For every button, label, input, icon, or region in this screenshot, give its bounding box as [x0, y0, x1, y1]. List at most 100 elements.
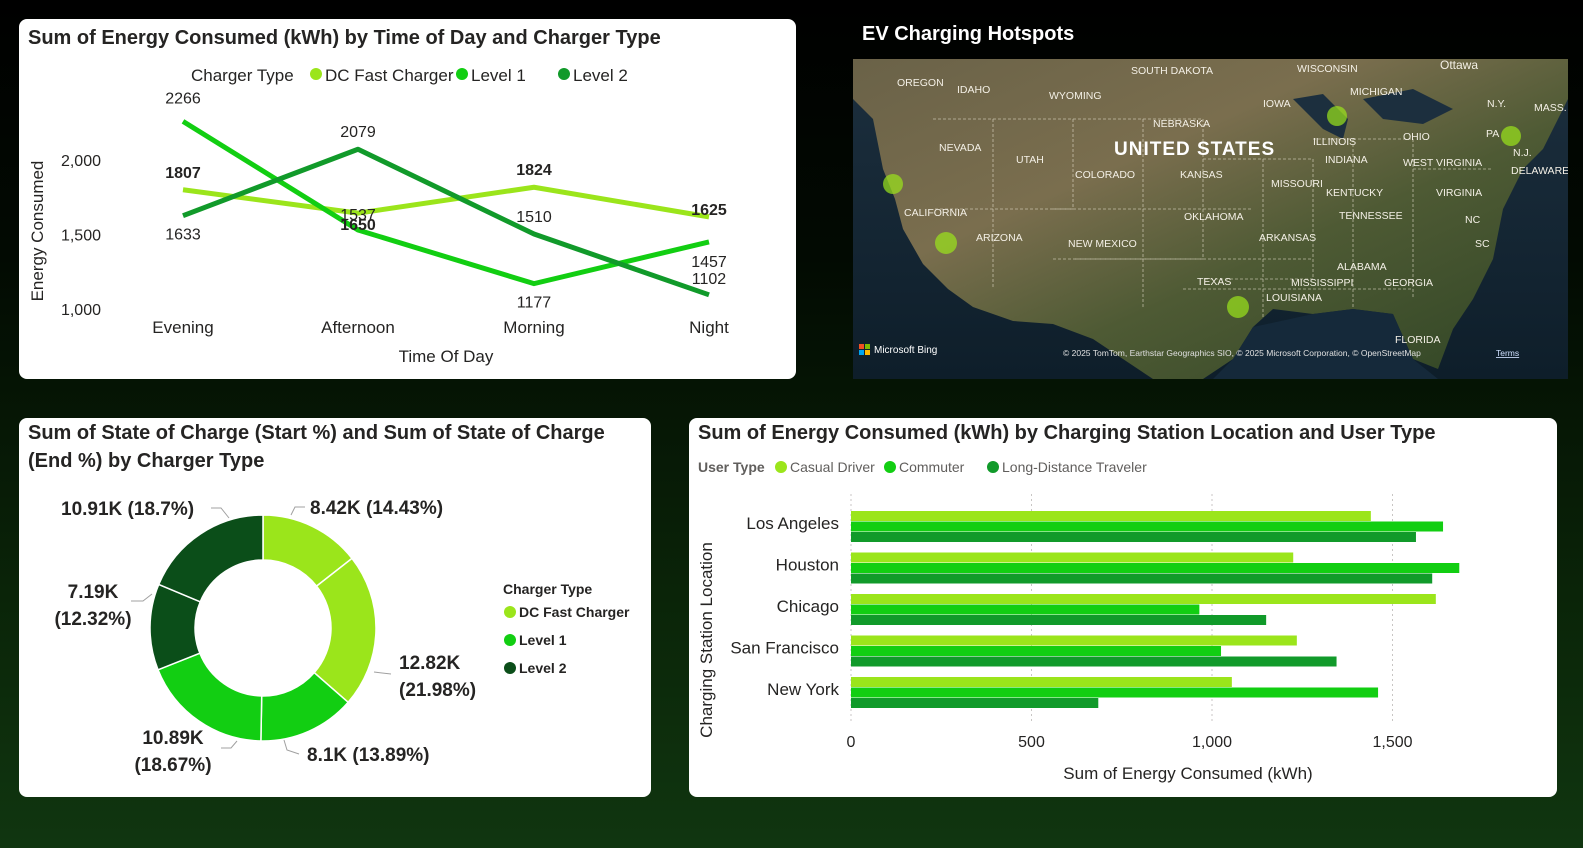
bar[interactable]	[851, 511, 1371, 521]
bar[interactable]	[851, 615, 1267, 625]
map-place-label: PA	[1486, 128, 1499, 140]
donut-legend-title: Charger Type	[503, 581, 592, 597]
series-line[interactable]	[182, 146, 710, 298]
bar[interactable]	[851, 656, 1337, 667]
data-label: 1457	[691, 254, 727, 271]
map-place-label: LOUISIANA	[1266, 292, 1322, 304]
bar[interactable]	[851, 532, 1416, 542]
bar-gridlines: 0 500 1,000 1,500	[847, 494, 1413, 751]
bar-category-label: New York	[767, 680, 839, 699]
x-axis-title: Time Of Day	[399, 347, 494, 366]
donut-legend-label: Level 1	[519, 632, 567, 648]
map-place-label: IDAHO	[957, 84, 990, 96]
donut-legend-marker	[504, 634, 516, 646]
bar-category-label: San Francisco	[730, 639, 839, 658]
donut-chart-card[interactable]: Sum of State of Charge (Start %) and Sum…	[19, 418, 651, 797]
map-place-label: KANSAS	[1180, 169, 1223, 181]
y-tick-label: 1,500	[61, 228, 101, 245]
donut-data-label: 10.89K	[142, 728, 204, 749]
data-label: 1102	[692, 271, 727, 288]
state-borders	[933, 118, 1493, 319]
line-plot-area: 2,000 1,500 1,000 Evening Afternoon Morning Ni…	[61, 90, 729, 337]
bar[interactable]	[851, 552, 1294, 563]
line-chart-card[interactable]: Sum of Energy Consumed (kWh) by Time of …	[19, 19, 796, 379]
bar[interactable]	[851, 635, 1297, 646]
bar[interactable]	[851, 594, 1436, 604]
map-place-label: Ottawa	[1440, 59, 1478, 72]
data-label: 1633	[165, 227, 201, 244]
donut-slices	[149, 514, 377, 742]
series-line[interactable]	[182, 184, 710, 220]
bar-chart-title: Sum of Energy Consumed (kWh) by Charging…	[698, 422, 1436, 444]
donut-legend-marker	[504, 662, 516, 674]
donut-data-label: (21.98%)	[399, 680, 476, 701]
legend-label: Level 2	[573, 66, 628, 85]
hotspot-marker[interactable]	[1501, 126, 1521, 146]
legend-marker	[558, 68, 570, 80]
map-place-label: ILLINOIS	[1313, 136, 1356, 148]
bar-legend-label: Commuter	[899, 459, 965, 475]
map-place-label: IOWA	[1263, 98, 1291, 110]
donut-slice[interactable]	[157, 514, 264, 603]
bar[interactable]	[851, 698, 1099, 708]
bar-chart[interactable]: User Type Casual Driver Commuter Long-Dist…	[689, 418, 1557, 797]
map-attribution: © 2025 TomTom, Earthstar Geographics SIO…	[1063, 348, 1421, 358]
bar[interactable]	[851, 677, 1232, 687]
map-place-label: MICHIGAN	[1350, 86, 1403, 98]
map-place-label: WYOMING	[1049, 90, 1102, 102]
legend-marker	[310, 68, 322, 80]
data-label: 1625	[691, 202, 727, 219]
bar[interactable]	[851, 687, 1379, 698]
donut-leader-line	[131, 593, 153, 602]
hotspot-marker[interactable]	[883, 174, 903, 194]
map-place-label: ARKANSAS	[1259, 232, 1316, 244]
hotspot-marker[interactable]	[1327, 106, 1347, 126]
map-terms-link[interactable]: Terms	[1496, 348, 1519, 358]
donut-leader-line	[283, 739, 300, 755]
donut-legend: DC Fast Charger Level 1 Level 2	[504, 604, 630, 676]
hotspot-marker[interactable]	[935, 232, 957, 254]
map-place-label: WEST VIRGINIA	[1403, 157, 1482, 169]
map-place-label: SC	[1475, 238, 1490, 250]
bar-legend-marker	[987, 461, 999, 473]
bar-legend-marker	[884, 461, 896, 473]
bar[interactable]	[851, 521, 1444, 532]
map-place-label: N.Y.	[1487, 98, 1506, 110]
donut-leader-line	[211, 507, 230, 519]
y-tick-label: 1,000	[61, 302, 101, 319]
donut-legend-label: DC Fast Charger	[519, 604, 630, 620]
line-chart[interactable]: Charger Type DC Fast Charger Level 1 Level …	[19, 19, 796, 379]
legend-label: Level 1	[471, 66, 526, 85]
bar-legend-label: Casual Driver	[790, 459, 875, 475]
map-place-label: TEXAS	[1197, 276, 1231, 288]
gulf-of-mexico	[1213, 309, 1438, 379]
bar[interactable]	[851, 563, 1460, 573]
line-chart-legend: Charger Type DC Fast Charger Level 1 Level …	[191, 66, 628, 85]
bar[interactable]	[851, 646, 1222, 656]
donut-leader-line	[373, 671, 392, 675]
data-label: 2266	[165, 90, 201, 107]
data-label: 1650	[340, 217, 376, 234]
bar-chart-card[interactable]: Sum of Energy Consumed (kWh) by Charging…	[689, 418, 1557, 797]
hotspot-marker[interactable]	[1227, 296, 1249, 318]
map-view[interactable]: OREGON IDAHO SOUTH DAKOTA WISCONSIN MICHIGAN…	[853, 59, 1568, 379]
donut-chart[interactable]: 8.42K (14.43%) 12.82K (21.98%) 8.1K (13.89%…	[19, 418, 651, 797]
map-card[interactable]: EV Charging Hotspots	[853, 19, 1568, 379]
bing-brand: Microsoft Bing	[874, 345, 937, 356]
bar-x-tick-label: 1,000	[1192, 734, 1232, 751]
map-place-label: MISSISSIPPI	[1291, 277, 1353, 289]
bar-chart-legend: Casual Driver Commuter Long-Distance Trave…	[775, 459, 1147, 475]
data-label: 1807	[165, 165, 201, 182]
data-label: 1537	[340, 207, 376, 224]
bar-category-label: Houston	[776, 556, 839, 575]
y-axis-title: Energy Consumed	[28, 161, 47, 302]
map-place-label: NC	[1465, 214, 1481, 226]
map-place-label: ALABAMA	[1337, 261, 1387, 273]
great-lakes	[1293, 89, 1453, 139]
bar[interactable]	[851, 573, 1433, 584]
bar-category-label: Los Angeles	[746, 514, 839, 533]
bar[interactable]	[851, 604, 1200, 615]
donut-data-label: 8.42K (14.43%)	[310, 498, 443, 519]
map-place-label: GEORGIA	[1384, 277, 1433, 289]
line-chart-title: Sum of Energy Consumed (kWh) by Time of …	[28, 27, 661, 49]
